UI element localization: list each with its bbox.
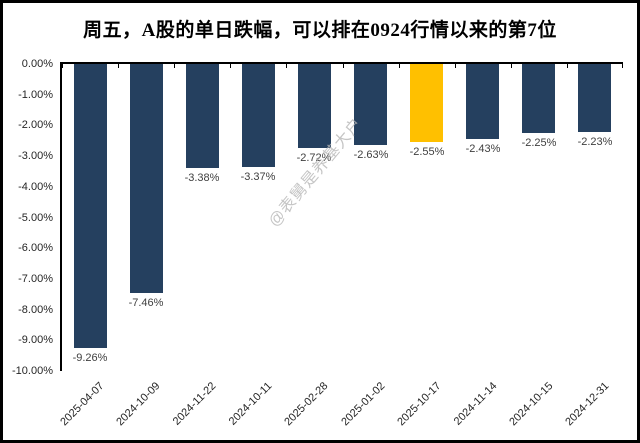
- y-axis-tick-label: -2.00%: [18, 119, 53, 131]
- bar-value-label: -2.63%: [353, 149, 389, 161]
- x-axis-tick: [286, 64, 287, 68]
- bar-value-label: -3.38%: [184, 172, 220, 184]
- y-axis-tick-label: -6.00%: [18, 242, 53, 254]
- y-axis-tick-label: 0.00%: [21, 58, 53, 70]
- x-axis-tick: [399, 64, 400, 68]
- x-axis-tick: [62, 64, 63, 68]
- bar-value-label: -2.23%: [577, 136, 613, 148]
- bar-2025-10-17: [410, 64, 443, 142]
- y-axis-tick-label: -7.00%: [18, 273, 53, 285]
- bar-2024-10-15: [522, 64, 555, 133]
- x-axis-tick: [343, 64, 344, 68]
- bar-2024-10-11: [242, 64, 275, 167]
- y-axis-tick-label: -3.00%: [18, 150, 53, 162]
- x-axis-tick: [567, 64, 568, 68]
- y-axis-tick-label: -4.00%: [18, 181, 53, 193]
- y-axis-tick-label: -5.00%: [18, 212, 53, 224]
- y-axis-tick-label: -1.00%: [18, 89, 53, 101]
- x-axis-tick: [455, 64, 456, 68]
- chart-title: 周五，A股的单日跌幅，可以排在0924行情以来的第7位: [83, 20, 557, 41]
- y-axis-tick-label: -10.00%: [12, 365, 53, 377]
- bar-value-label: -2.72%: [296, 152, 332, 164]
- bar-2024-12-31: [578, 64, 611, 132]
- x-axis-tick: [622, 64, 623, 68]
- x-axis-tick: [511, 64, 512, 68]
- x-axis-tick: [230, 64, 231, 68]
- bar-value-label: -9.26%: [72, 352, 108, 364]
- y-axis: 0.00% -1.00% -2.00% -3.00% -4.00% -5.00% -6.00…: [3, 58, 55, 377]
- bar-value-label: -2.25%: [521, 137, 557, 149]
- bar-2024-11-14: [466, 64, 499, 139]
- x-axis-tick: [174, 64, 175, 68]
- bar-2024-11-22: [186, 64, 219, 168]
- x-axis-label: 2025-04-07: [58, 380, 107, 429]
- x-axis: 2025-04-07 2024-10-09 2024-11-22 2024-10-11…: [58, 376, 623, 440]
- bar-2025-01-02: [354, 64, 387, 145]
- bar-2024-10-09: [130, 64, 163, 293]
- bar-value-label: -7.46%: [128, 297, 164, 309]
- bar-value-label: -2.43%: [465, 143, 501, 155]
- bar-value-label: -3.37%: [240, 171, 276, 183]
- y-axis-tick-label: -8.00%: [18, 304, 53, 316]
- bar-2025-04-07: [74, 64, 107, 348]
- y-axis-tick-label: -9.00%: [18, 334, 53, 346]
- bar-value-label: -2.55%: [409, 146, 445, 158]
- bar-2025-02-28: [298, 64, 331, 148]
- plot-area: -9.26% -7.46% -3.38% -3.37% -2.72% -2.63% -2.5…: [60, 62, 623, 371]
- x-axis-tick: [118, 64, 119, 68]
